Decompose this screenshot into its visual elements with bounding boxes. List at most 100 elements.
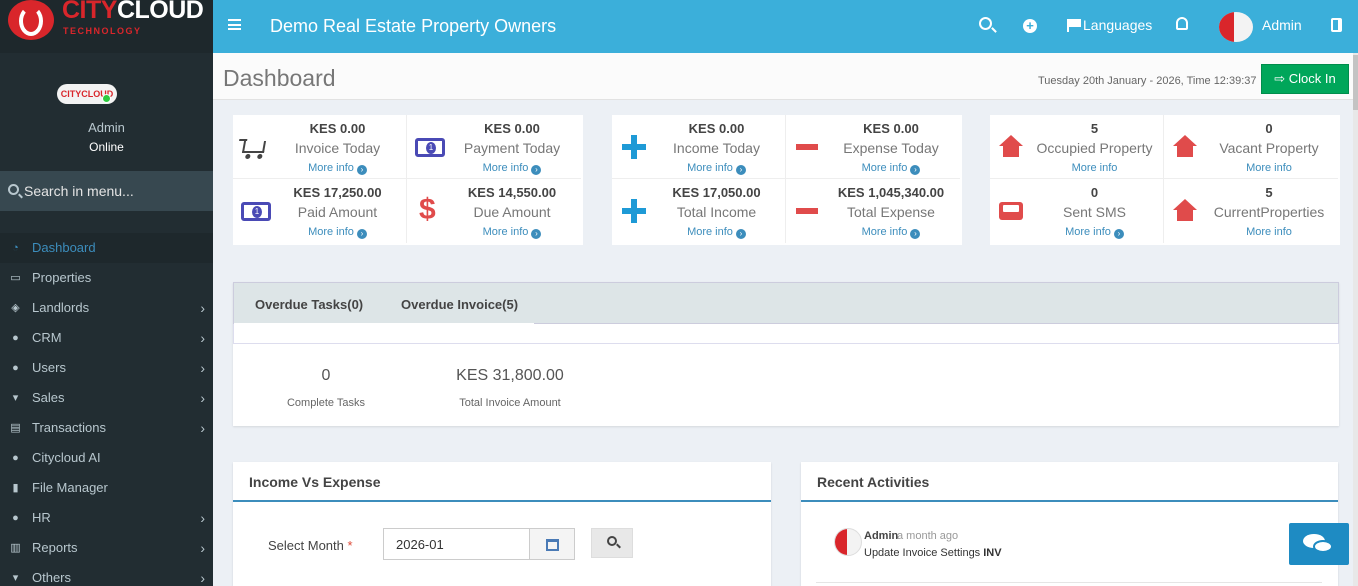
sidebar-item-file-manager[interactable]: ▮ File Manager: [0, 473, 213, 503]
sidebar-item-landlords[interactable]: ◈ Landlords ›: [0, 293, 213, 323]
bar-chart-icon: ▥: [10, 542, 21, 554]
sidebar-item-label: Dashboard: [32, 240, 96, 255]
search-month-button[interactable]: [591, 528, 633, 558]
more-info-link[interactable]: More info ›: [648, 226, 785, 239]
stat-payment-today: KES 0.00 Payment Today More info›: [407, 115, 581, 179]
languages-menu[interactable]: Languages: [1083, 17, 1153, 33]
control-sidebar-icon[interactable]: [1331, 18, 1342, 32]
activity-avatar: [834, 528, 862, 556]
activity-time: a month ago: [897, 530, 959, 542]
sidebar-item-reports[interactable]: ▥ Reports ›: [0, 533, 213, 563]
more-info-link[interactable]: More info ›: [822, 226, 960, 239]
brand-logo[interactable]: CITYCLOUD TECHNOLOGY: [0, 0, 213, 53]
stat-value: 0: [1090, 185, 1099, 200]
top-navbar: Demo Real Estate Property Owners + Langu…: [213, 0, 1358, 53]
more-info-link[interactable]: More info ›: [269, 162, 406, 175]
sidebar-item-hr[interactable]: ● HR ›: [0, 503, 213, 533]
calendar-button[interactable]: [529, 528, 575, 560]
online-status-dot: [102, 94, 111, 103]
users-icon: ●: [12, 362, 19, 374]
chat-widget-button[interactable]: [1289, 523, 1349, 565]
stat-label: Paid Amount: [297, 204, 378, 220]
arrow-circle-right-icon: ›: [531, 165, 542, 175]
stat-group-finance: KES 0.00 Invoice Today More info› KES 0.…: [233, 115, 583, 245]
search-icon[interactable]: [979, 17, 992, 30]
search-icon: [607, 536, 617, 546]
sidebar-item-transactions[interactable]: ▤ Transactions ›: [0, 413, 213, 443]
money-icon: [415, 133, 445, 161]
arrow-circle-right-icon: ›: [356, 229, 367, 239]
sidebar-item-label: Others: [32, 570, 72, 585]
tab-bar: Overdue Tasks(0) Overdue Invoice(5): [233, 282, 1339, 325]
sidebar-item-dashboard[interactable]: ◔ Dashboard: [0, 233, 213, 263]
clock-in-button[interactable]: ⇨ Clock In: [1261, 64, 1349, 94]
home-icon: [1172, 197, 1200, 225]
sidebar-search: [0, 171, 213, 211]
dashboard-icon: ◔: [12, 242, 19, 254]
income-expense-panel: Income Vs Expense Select Month *: [233, 462, 771, 586]
user-status: Online: [89, 140, 124, 154]
sidebar-item-properties[interactable]: ▭ Properties: [0, 263, 213, 293]
overdue-box: Overdue Tasks(0) Overdue Invoice(5) 0 Co…: [233, 282, 1339, 426]
clock-in-icon: ⇨: [1274, 71, 1289, 86]
money-icon: [241, 197, 271, 225]
stat-value: KES 1,045,340.00: [837, 185, 945, 200]
more-info-link[interactable]: More info: [1071, 162, 1118, 174]
sidebar-item-label: Reports: [32, 540, 78, 555]
more-info-link[interactable]: More info ›: [443, 226, 581, 239]
tab-overdue-tasks[interactable]: Overdue Tasks(0): [255, 297, 364, 312]
home-icon: [1172, 133, 1200, 161]
more-info-link[interactable]: More info ›: [822, 162, 960, 175]
folder-icon: ▭: [10, 272, 21, 284]
cart-icon: ▾: [12, 392, 19, 404]
stat-invoice-today: KES 0.00 Invoice Today More info ›: [233, 115, 407, 179]
stat-sent-sms: 0 Sent SMS More info ›: [990, 179, 1164, 243]
panel-title: Recent Activities: [817, 474, 930, 490]
layers-icon: ◈: [11, 302, 20, 314]
main-content: Dashboard Tuesday 20th January - 2026, T…: [213, 53, 1358, 586]
more-info-link[interactable]: More info ›: [648, 162, 785, 175]
stat-current-properties: 5 CurrentProperties More info: [1164, 179, 1338, 243]
citycloud-logo-icon: [8, 0, 54, 40]
menu-search-input[interactable]: [24, 181, 204, 201]
activity-user[interactable]: Admin: [864, 530, 899, 542]
stat-value: 5: [1090, 121, 1099, 136]
scrollbar[interactable]: [1353, 53, 1358, 586]
plus-icon: [620, 133, 648, 161]
chevron-right-icon: ›: [200, 390, 205, 406]
total-invoice-value: KES 31,800.00: [456, 367, 564, 384]
more-info-link[interactable]: More info: [1246, 226, 1292, 238]
tab-overdue-invoice[interactable]: Overdue Invoice(5): [401, 297, 519, 312]
stat-value: KES 0.00: [688, 121, 745, 136]
more-info-link[interactable]: More info ›: [269, 226, 406, 239]
panel-header: Income Vs Expense: [233, 462, 771, 502]
stat-label: Expense Today: [843, 140, 939, 156]
stat-paid-amount: KES 17,250.00 Paid Amount More info›: [233, 179, 407, 243]
more-info-link[interactable]: More info ›: [443, 162, 581, 175]
arrow-circle-right-icon: ›: [1113, 229, 1124, 239]
sidebar-item-users[interactable]: ● Users ›: [0, 353, 213, 383]
menu-toggle-icon[interactable]: [228, 19, 241, 30]
more-info-link[interactable]: More info ›: [1026, 226, 1163, 239]
more-info-link[interactable]: More info: [1246, 162, 1292, 174]
total-invoice-label: Total Invoice Amount: [459, 397, 561, 409]
stat-group-property: 5 Occupied Property More info 0 Vacant P…: [990, 115, 1340, 245]
sidebar-item-others[interactable]: ▾ Others ›: [0, 563, 213, 586]
stat-label: Occupied Property: [1036, 140, 1153, 156]
user-menu[interactable]: Admin: [1262, 17, 1302, 33]
minus-icon: [794, 133, 822, 161]
cart-icon: [241, 133, 269, 161]
sidebar-item-crm[interactable]: ● CRM ›: [0, 323, 213, 353]
users-icon: ●: [12, 332, 19, 344]
month-input[interactable]: [383, 528, 530, 560]
bell-icon[interactable]: [1176, 17, 1188, 30]
calendar-icon: [546, 539, 559, 551]
current-datetime: Tuesday 20th January - 2026, Time 12:39:…: [1038, 75, 1257, 87]
sidebar-item-sales[interactable]: ▾ Sales ›: [0, 383, 213, 413]
user-avatar[interactable]: [1219, 12, 1253, 42]
sidebar-item-label: Sales: [32, 390, 65, 405]
flag-icon[interactable]: [1067, 19, 1081, 32]
sidebar-item-citycloud-ai[interactable]: ● Citycloud AI: [0, 443, 213, 473]
add-circle-icon[interactable]: +: [1023, 19, 1037, 33]
app-title: Demo Real Estate Property Owners: [270, 16, 557, 36]
